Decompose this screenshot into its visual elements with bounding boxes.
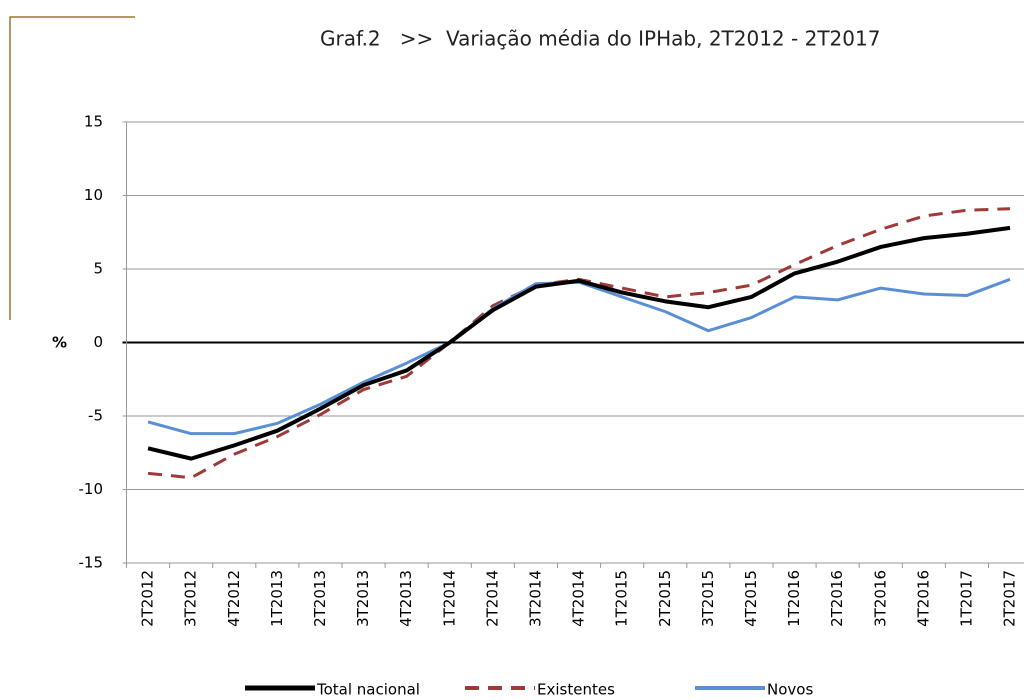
x-tick-label: 1T2014: [440, 570, 458, 627]
decor-bracket: [9, 16, 135, 320]
legend-label: Novos: [767, 681, 813, 699]
x-tick-label: 1T2016: [785, 570, 803, 627]
x-tick-label: 1T2017: [957, 570, 975, 627]
x-tick-label: 3T2013: [354, 570, 372, 627]
x-tick-label: 1T2015: [613, 570, 631, 627]
x-tick-label: 2T2017: [1001, 570, 1019, 627]
y-tick-label: 5: [93, 260, 103, 278]
x-tick-label: 3T2012: [182, 570, 200, 627]
y-tick-label: 10: [84, 186, 103, 204]
x-tick-label: 4T2012: [225, 570, 243, 627]
x-tick-label: 4T2014: [570, 570, 588, 627]
x-tick-label: 1T2013: [268, 570, 286, 627]
x-tick-label: 2T2014: [483, 570, 501, 627]
x-tick-label: 2T2012: [139, 570, 157, 627]
y-tick-label: -5: [88, 407, 103, 425]
x-tick-label: 4T2016: [914, 570, 932, 627]
y-tick-label: -15: [79, 554, 104, 572]
y-tick-label: 15: [84, 113, 103, 131]
chart-title: Graf.2 >> Variação média do IPHab, 2T201…: [320, 27, 880, 51]
x-tick-label: 4T2015: [742, 570, 760, 627]
x-tick-label: 3T2015: [699, 570, 717, 627]
y-axis-label: %: [52, 334, 67, 352]
legend-label: Existentes: [537, 681, 615, 699]
x-tick-label: 3T2014: [526, 570, 544, 627]
x-tick-label: 2T2013: [311, 570, 329, 627]
y-tick-label: -10: [79, 480, 104, 498]
series-line: [147, 277, 1011, 436]
x-tick-label: 2T2016: [828, 570, 846, 627]
legend-label: Total nacional: [316, 681, 420, 699]
y-tick-label: 0: [93, 333, 103, 351]
x-tick-label: 2T2015: [656, 570, 674, 627]
series-line: [147, 225, 1011, 461]
x-tick-label: 4T2013: [397, 570, 415, 627]
x-tick-label: 3T2016: [871, 570, 889, 627]
